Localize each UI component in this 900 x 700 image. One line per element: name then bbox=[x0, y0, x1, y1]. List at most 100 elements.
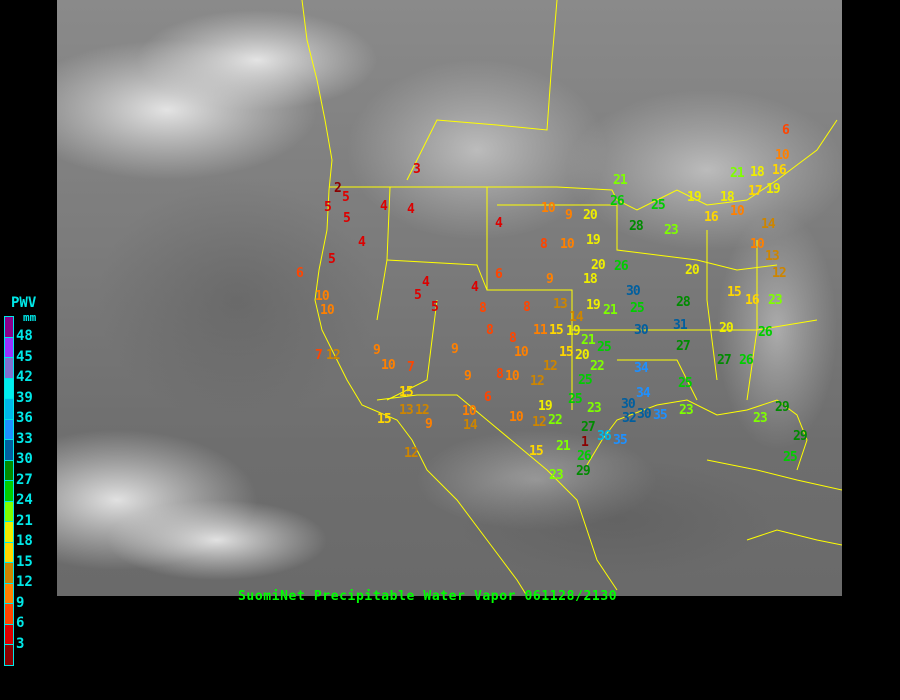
station-pwv-value: 14 bbox=[463, 418, 478, 433]
map-caption: SuomiNet Precipitable Water Vapor 061128… bbox=[238, 589, 618, 604]
station-pwv-value: 4 bbox=[407, 202, 415, 217]
station-pwv-value: 8 bbox=[540, 237, 548, 252]
station-pwv-value: 12 bbox=[772, 266, 787, 281]
station-pwv-value: 27 bbox=[581, 420, 596, 435]
station-pwv-value: 27 bbox=[717, 353, 732, 368]
station-pwv-value: 35 bbox=[653, 408, 668, 423]
station-pwv-value: 26 bbox=[610, 194, 625, 209]
station-pwv-value: 7 bbox=[315, 348, 323, 363]
station-pwv-value: 10 bbox=[320, 303, 335, 318]
station-pwv-value: 18 bbox=[750, 165, 765, 180]
station-pwv-value: 9 bbox=[565, 208, 573, 223]
station-pwv-value: 19 bbox=[586, 233, 601, 248]
legend-swatch bbox=[4, 604, 14, 625]
station-pwv-value: 10 bbox=[730, 204, 745, 219]
legend-swatch bbox=[4, 419, 14, 440]
station-pwv-value: 10 bbox=[315, 289, 330, 304]
station-pwv-value: 10 bbox=[775, 148, 790, 163]
satellite-map: 3 2 5 5 5 4 4 4 5 6 10 10 4 5 5 4 6 4 10 9 20 8 10 19 21 26 25 28 23… bbox=[57, 0, 842, 596]
station-pwv-value: 23 bbox=[753, 411, 768, 426]
legend-swatch bbox=[4, 501, 14, 522]
station-pwv-value: 4 bbox=[495, 216, 503, 231]
station-pwv-value: 12 bbox=[326, 348, 341, 363]
station-pwv-value: 18 bbox=[720, 190, 735, 205]
legend-label: 36 bbox=[16, 410, 33, 426]
station-pwv-value: 25 bbox=[630, 301, 645, 316]
legend-label: 39 bbox=[16, 389, 33, 406]
legend-label: 45 bbox=[16, 348, 33, 365]
political-boundaries bbox=[301, 0, 842, 596]
station-pwv-value: 25 bbox=[651, 198, 666, 213]
station-pwv-value: 31 bbox=[673, 318, 688, 333]
station-pwv-value: 5 bbox=[431, 300, 439, 315]
station-pwv-value: 15 bbox=[727, 285, 742, 300]
station-pwv-value: 1 bbox=[581, 435, 589, 450]
legend-label: 33 bbox=[16, 430, 33, 447]
station-pwv-value: 35 bbox=[613, 433, 628, 448]
map-overlay bbox=[57, 0, 842, 596]
station-pwv-value: 10 bbox=[509, 410, 524, 425]
station-pwv-value: 29 bbox=[775, 400, 790, 415]
station-pwv-value: 8 bbox=[479, 301, 487, 316]
legend-label: 9 bbox=[16, 594, 25, 611]
station-pwv-value: 5 bbox=[342, 190, 350, 205]
station-pwv-value: 26 bbox=[614, 259, 629, 274]
station-pwv-value: 7 bbox=[407, 360, 415, 375]
station-pwv-value: 10 bbox=[381, 358, 396, 373]
station-pwv-value: 16 bbox=[745, 293, 760, 308]
station-pwv-value: 10 bbox=[505, 369, 520, 384]
station-pwv-value: 22 bbox=[590, 359, 605, 374]
station-pwv-value: 25 bbox=[678, 376, 693, 391]
station-pwv-value: 8 bbox=[523, 300, 531, 315]
station-pwv-value: 5 bbox=[343, 211, 351, 226]
station-pwv-value: 20 bbox=[583, 208, 598, 223]
station-pwv-value: 28 bbox=[676, 295, 691, 310]
station-pwv-value: 23 bbox=[679, 403, 694, 418]
clouds bbox=[57, 10, 842, 580]
legend-label: 18 bbox=[16, 533, 33, 549]
legend-label: 21 bbox=[16, 512, 33, 529]
station-pwv-value: 18 bbox=[583, 272, 598, 287]
station-pwv-value: 27 bbox=[676, 339, 691, 354]
station-pwv-value: 15 bbox=[377, 412, 392, 427]
station-pwv-value: 16 bbox=[704, 210, 719, 225]
station-pwv-value: 3 bbox=[413, 162, 421, 177]
station-pwv-value: 9 bbox=[425, 417, 433, 432]
legend-swatch bbox=[4, 583, 14, 604]
station-pwv-value: 19 bbox=[566, 324, 581, 339]
station-pwv-value: 34 bbox=[634, 361, 649, 376]
legend-swatch bbox=[4, 481, 14, 502]
station-pwv-value: 21 bbox=[556, 439, 571, 454]
station-pwv-value: 12 bbox=[404, 446, 419, 461]
station-pwv-value: 11 bbox=[533, 323, 548, 338]
station-pwv-value: 12 bbox=[415, 403, 430, 418]
station-pwv-value: 19 bbox=[586, 298, 601, 313]
station-pwv-value: 8 bbox=[509, 331, 517, 346]
station-pwv-value: 6 bbox=[782, 123, 790, 138]
station-pwv-value: 21 bbox=[603, 303, 618, 318]
station-pwv-value: 4 bbox=[358, 235, 366, 250]
station-pwv-value: 26 bbox=[758, 325, 773, 340]
station-pwv-value: 5 bbox=[414, 288, 422, 303]
station-pwv-value: 30 bbox=[626, 284, 641, 299]
station-pwv-value: 14 bbox=[761, 217, 776, 232]
station-pwv-value: 14 bbox=[569, 310, 584, 325]
station-pwv-value: 36 bbox=[597, 429, 612, 444]
station-pwv-value: 5 bbox=[324, 200, 332, 215]
legend-label: 12 bbox=[16, 574, 33, 590]
legend-swatch bbox=[4, 460, 14, 481]
station-pwv-value: 19 bbox=[766, 182, 781, 197]
legend-swatch bbox=[4, 378, 14, 399]
legend-swatch bbox=[4, 645, 14, 666]
legend-label: 24 bbox=[16, 492, 33, 508]
station-pwv-value: 26 bbox=[739, 353, 754, 368]
legend-swatch bbox=[4, 358, 14, 379]
station-pwv-value: 10 bbox=[462, 404, 477, 419]
station-pwv-value: 20 bbox=[685, 263, 700, 278]
legend-label: 15 bbox=[16, 553, 33, 570]
legend-label: 27 bbox=[16, 471, 33, 488]
station-pwv-value: 13 bbox=[553, 297, 568, 312]
station-pwv-value: 23 bbox=[664, 223, 679, 238]
station-pwv-value: 12 bbox=[532, 415, 547, 430]
station-pwv-value: 15 bbox=[529, 444, 544, 459]
